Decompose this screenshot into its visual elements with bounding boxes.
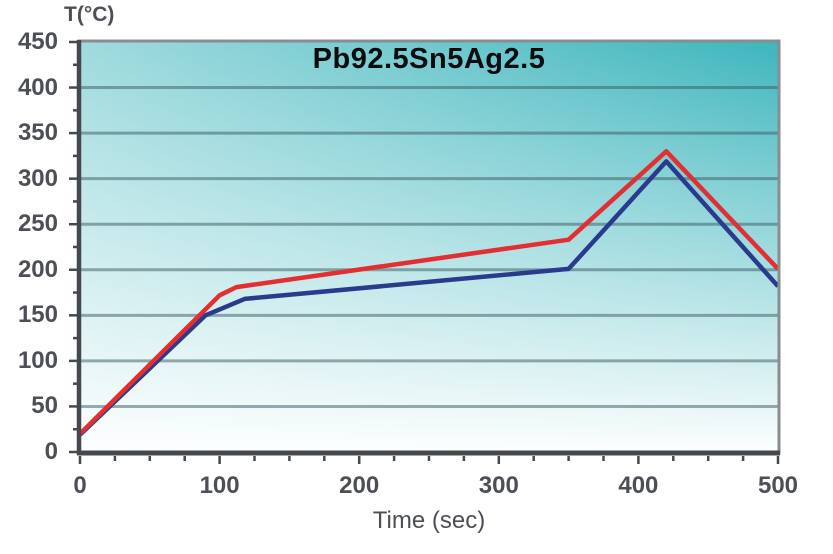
y-tick-label-50: 50 xyxy=(31,392,58,420)
series-blue-profile-line xyxy=(78,159,780,437)
x-tick-label-500: 500 xyxy=(757,472,799,499)
y-tick-label-250: 250 xyxy=(17,210,58,238)
series-red-profile-line xyxy=(78,149,780,436)
x-tick-label-400: 400 xyxy=(618,472,659,499)
x-tick-label-100: 100 xyxy=(199,472,240,499)
y-tick-label-450: 450 xyxy=(17,28,58,55)
x-tick-label-200: 200 xyxy=(339,472,380,499)
y-tick-label-300: 300 xyxy=(17,164,58,192)
y-tick-label-100: 100 xyxy=(17,346,58,374)
y-tick-label-150: 150 xyxy=(17,301,58,329)
x-axis-title: Time (sec) xyxy=(372,507,486,534)
y-tick-label-200: 200 xyxy=(17,255,58,283)
y-tick-label-400: 400 xyxy=(17,73,58,101)
chart-title: Pb92.5Sn5Ag2.5 xyxy=(312,43,546,75)
y-tick-label-350: 350 xyxy=(17,119,58,147)
y-axis-title: T(°C) xyxy=(64,3,115,26)
x-tick-label-300: 300 xyxy=(478,472,519,499)
x-tick-label-0: 0 xyxy=(73,472,87,499)
y-tick-label-0: 0 xyxy=(44,438,58,465)
plot-background-sheen xyxy=(80,42,778,452)
